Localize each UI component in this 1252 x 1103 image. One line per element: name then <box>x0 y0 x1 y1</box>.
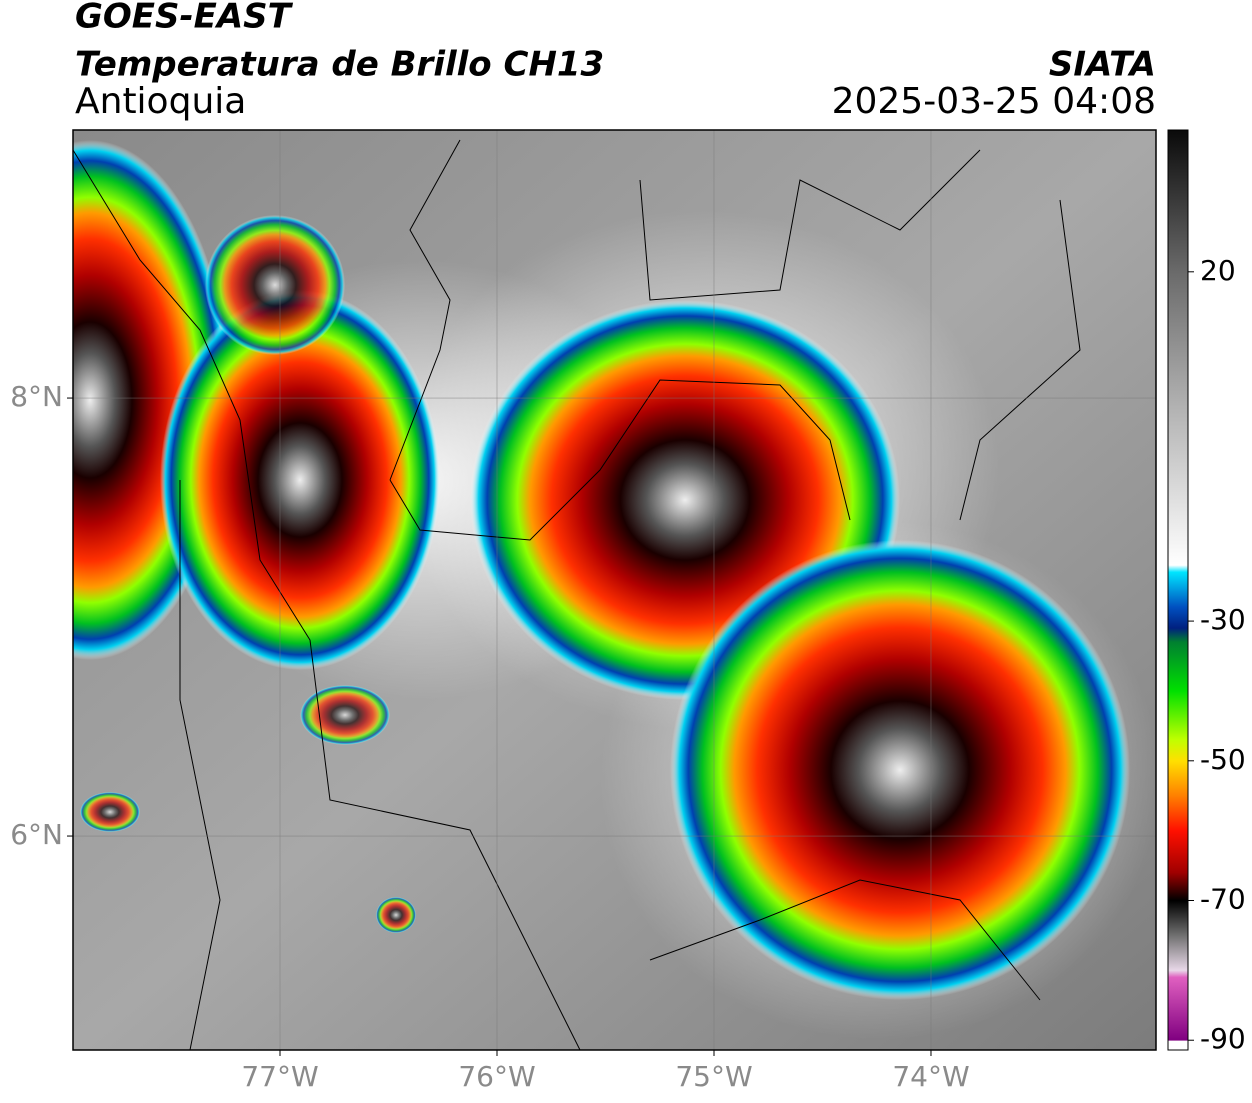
border <box>179 480 221 1050</box>
source: SIATA <box>1049 45 1156 85</box>
subtitle: Temperatura de Brillo CH13 <box>75 45 604 85</box>
colorbar-tick-label: -90 <box>1200 1022 1246 1055</box>
title: GOES-EAST <box>75 0 294 37</box>
x-tick-label: 74°W <box>892 1060 969 1093</box>
cloud <box>80 792 140 832</box>
border <box>649 879 1041 1001</box>
x-tick-label: 75°W <box>675 1060 752 1093</box>
datetime: 2025-03-25 04:08 <box>832 81 1156 122</box>
border <box>389 139 461 481</box>
border <box>639 149 981 301</box>
x-tick-label: 77°W <box>241 1060 318 1093</box>
colorbar-tick-label: -70 <box>1200 883 1246 916</box>
border <box>959 199 1081 521</box>
y-tick-label: 8°N <box>10 380 63 413</box>
cloud <box>160 290 440 670</box>
imagery <box>73 130 1156 1050</box>
cloud <box>205 215 345 355</box>
region: Antioquia <box>75 81 246 122</box>
border <box>73 149 581 1050</box>
borders <box>73 139 1081 1050</box>
cloud <box>376 897 416 933</box>
colorbar <box>1167 129 1189 1051</box>
colorbar-tick-label: -50 <box>1200 743 1246 776</box>
colorbar-tick-label: -30 <box>1200 603 1246 636</box>
y-tick-label: 6°N <box>10 818 63 851</box>
border <box>389 379 851 541</box>
map-frame <box>72 129 1157 1051</box>
grid <box>73 130 1156 1050</box>
cloud <box>300 685 390 745</box>
colorbar-tick-label: 20 <box>1200 254 1236 287</box>
x-tick-label: 76°W <box>458 1060 535 1093</box>
cloud <box>670 540 1130 1000</box>
